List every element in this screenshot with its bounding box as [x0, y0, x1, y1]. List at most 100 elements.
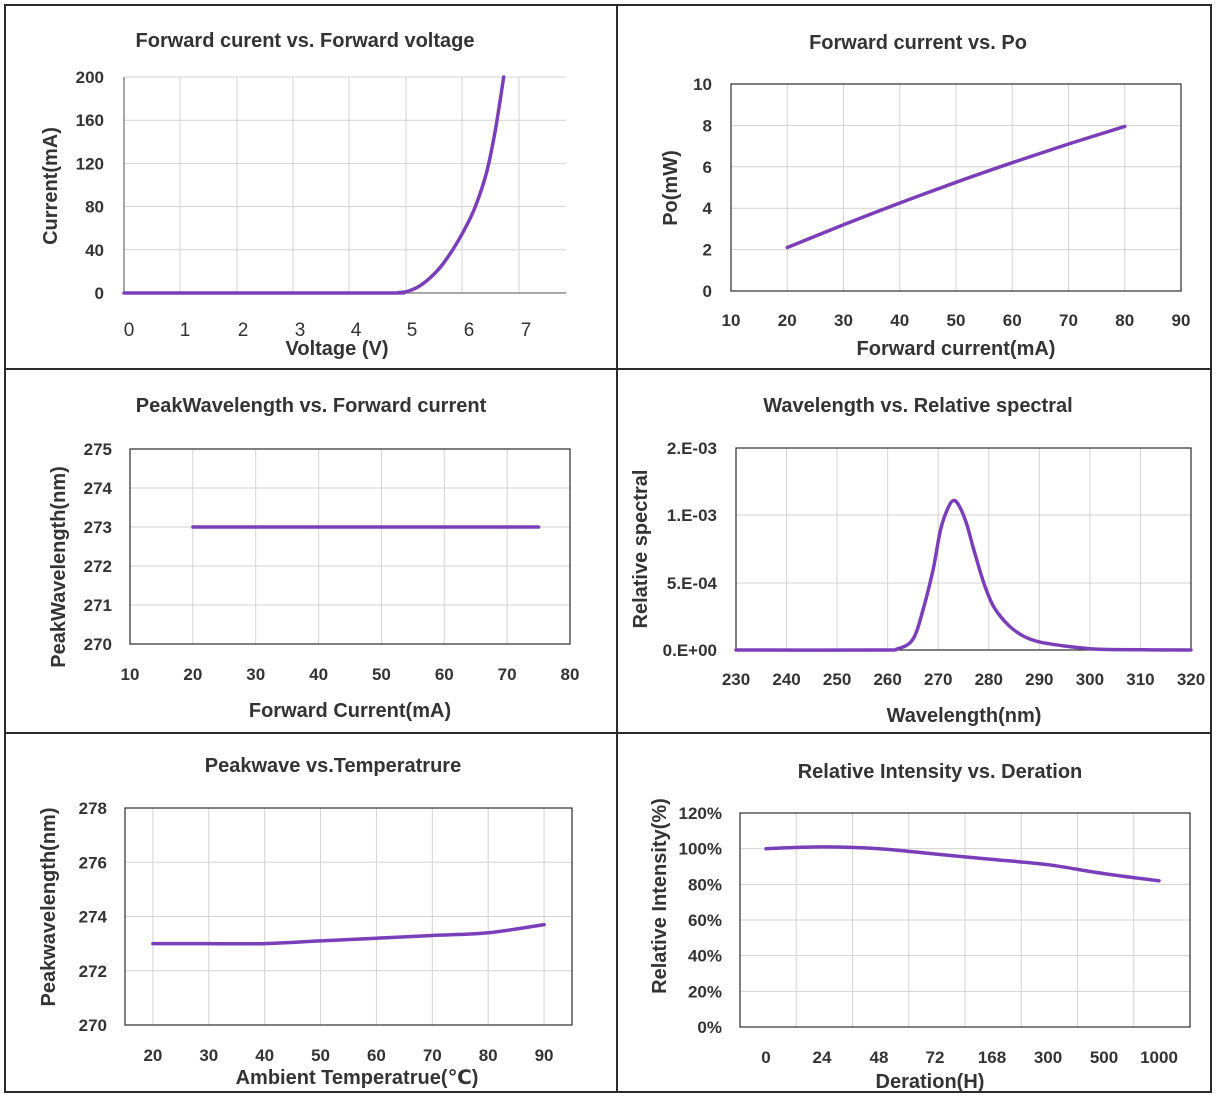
x-tick-label: 250: [823, 670, 851, 689]
x-tick-label: 270: [924, 670, 952, 689]
figure-panel: [4, 4, 1212, 1093]
y-tick-label: 270: [79, 1016, 107, 1035]
y-tick-label: 120%: [679, 804, 722, 823]
x-tick-label: 168: [978, 1048, 1006, 1067]
x-tick-label: 7: [521, 320, 532, 341]
y-tick-label: 0: [703, 282, 712, 301]
x-tick-label: 240: [772, 670, 800, 689]
x-tick-label: 6: [464, 320, 475, 341]
x-axis-label: Forward Current(mA): [249, 700, 451, 722]
x-tick-label: 1: [180, 320, 191, 341]
y-tick-label: 275: [84, 440, 112, 459]
series-line: [734, 498, 1193, 652]
x-tick-label: 320: [1177, 670, 1205, 689]
y-tick-label: 160: [76, 111, 104, 130]
plot-area: [129, 448, 571, 645]
x-tick-label: 2: [238, 320, 249, 341]
x-tick-label: 70: [1059, 311, 1078, 330]
x-tick-label: 70: [498, 665, 517, 684]
series-line: [122, 75, 506, 295]
y-tick-label: 40: [85, 241, 104, 260]
x-tick-label: 30: [199, 1046, 218, 1065]
x-tick-label: 0: [124, 320, 135, 341]
y-tick-label: 5.E-04: [667, 574, 718, 593]
x-tick-label: 1000: [1140, 1048, 1178, 1067]
chart-5: Peakwave vs.Temperatrure Ambient Temperat…: [38, 755, 573, 1089]
x-tick-label: 50: [947, 311, 966, 330]
horizontal-divider-2: [6, 732, 1210, 734]
y-tick-label: 60%: [688, 911, 722, 930]
chart-1: Forward curent vs. Forward voltage Voltag…: [40, 30, 566, 360]
chart-3: PeakWavelength vs. Forward current Forwar…: [48, 395, 579, 722]
gridlines: [730, 83, 1182, 292]
x-tick-label: 30: [246, 665, 265, 684]
y-tick-label: 80: [85, 198, 104, 217]
y-tick-label: 272: [79, 962, 107, 981]
x-tick-label: 40: [890, 311, 909, 330]
y-tick-label: 278: [79, 799, 107, 818]
y-tick-label: 0.E+00: [663, 641, 717, 660]
horizontal-divider-1: [6, 368, 1210, 370]
series-line: [785, 124, 1127, 250]
plot-area: [730, 83, 1182, 292]
y-tick-label: 120: [76, 154, 104, 173]
x-tick-label: 60: [367, 1046, 386, 1065]
x-tick-label: 70: [423, 1046, 442, 1065]
plot-area: [124, 807, 573, 1026]
x-tick-label: 300: [1076, 670, 1104, 689]
y-tick-label: 272: [84, 557, 112, 576]
x-tick-label: 80: [1115, 311, 1134, 330]
y-tick-label: 2.E-03: [667, 439, 717, 458]
x-tick-label: 230: [722, 670, 750, 689]
x-tick-label: 90: [535, 1046, 554, 1065]
x-tick-label: 20: [143, 1046, 162, 1065]
x-tick-label: 10: [722, 311, 741, 330]
plot-area: [739, 812, 1191, 1028]
y-tick-label: 273: [84, 518, 112, 537]
vertical-divider: [616, 6, 618, 1091]
x-tick-label: 80: [479, 1046, 498, 1065]
y-tick-label: 200: [76, 68, 104, 87]
x-tick-label: 90: [1172, 311, 1191, 330]
x-tick-label: 310: [1126, 670, 1154, 689]
y-tick-label: 6: [703, 158, 712, 177]
x-tick-label: 50: [372, 665, 391, 684]
y-tick-label: 270: [84, 635, 112, 654]
x-tick-label: 290: [1025, 670, 1053, 689]
x-tick-label: 60: [1003, 311, 1022, 330]
y-tick-label: 1.E-03: [667, 506, 717, 525]
y-tick-label: 0%: [697, 1018, 722, 1037]
y-tick-label: 80%: [688, 875, 722, 894]
x-axis-label: Voltage (V): [286, 338, 389, 360]
x-tick-label: 20: [183, 665, 202, 684]
y-axis-label: Current(mA): [40, 127, 62, 245]
y-axis-label: Relative Intensity(%): [649, 798, 671, 994]
x-tick-label: 80: [561, 665, 580, 684]
y-tick-label: 8: [703, 116, 712, 135]
y-axis-label: Po(mW): [660, 150, 682, 226]
y-axis-label: Relative spectral: [630, 470, 652, 629]
x-tick-label: 5: [407, 320, 418, 341]
x-tick-label: 0: [761, 1048, 770, 1067]
x-tick-label: 60: [435, 665, 454, 684]
chart-title: Wavelength vs. Relative spectral: [763, 395, 1072, 417]
x-axis-label: Ambient Temperatrue(℃): [236, 1067, 479, 1089]
x-tick-label: 50: [311, 1046, 330, 1065]
x-tick-label: 4: [351, 320, 362, 341]
y-tick-label: 276: [79, 853, 107, 872]
gridlines: [125, 807, 572, 1026]
y-tick-label: 100%: [679, 840, 722, 859]
y-tick-label: 40%: [688, 947, 722, 966]
x-tick-label: 260: [873, 670, 901, 689]
y-tick-label: 20%: [688, 982, 722, 1001]
x-axis-label: Forward current(mA): [857, 338, 1056, 360]
chart-title: PeakWavelength vs. Forward current: [136, 395, 487, 417]
series-line: [764, 845, 1161, 883]
gridlines: [735, 447, 1192, 651]
x-tick-label: 280: [975, 670, 1003, 689]
x-axis-label: Wavelength(nm): [887, 705, 1042, 727]
x-tick-label: 40: [255, 1046, 274, 1065]
x-tick-label: 48: [870, 1048, 889, 1067]
x-tick-label: 30: [834, 311, 853, 330]
